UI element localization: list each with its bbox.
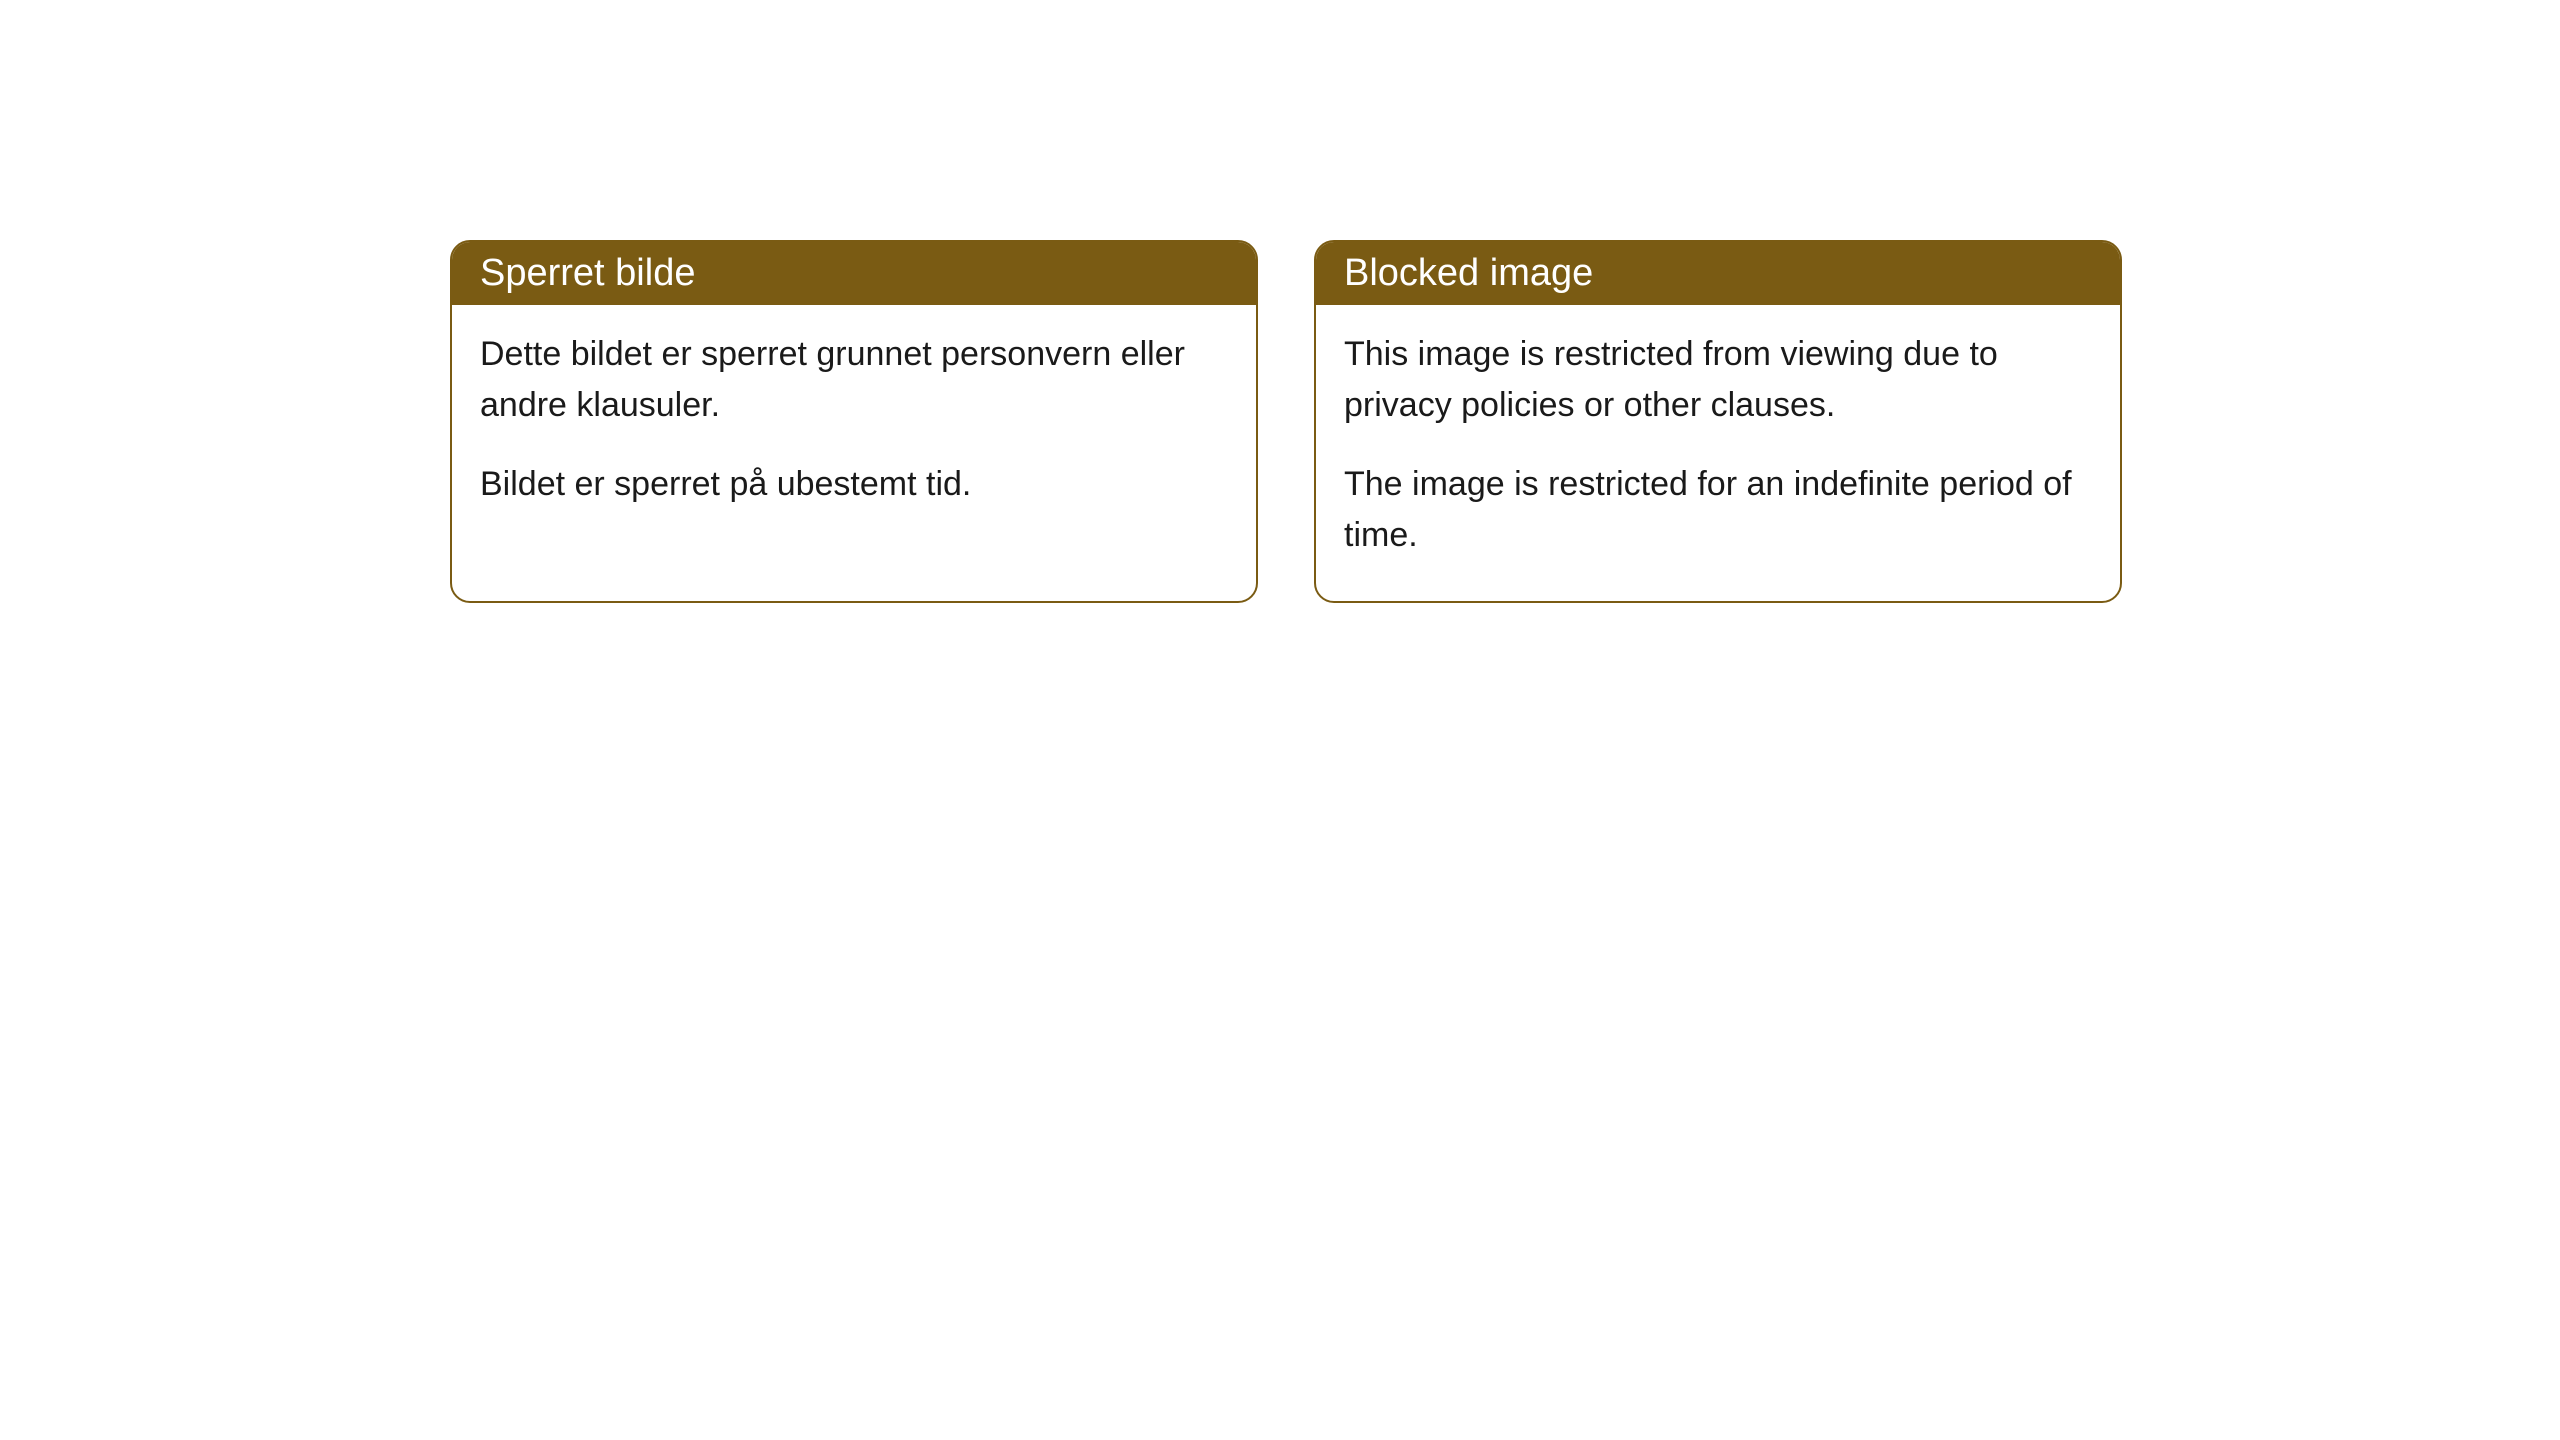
- card-header-english: Blocked image: [1316, 242, 2120, 305]
- card-paragraph: Bildet er sperret på ubestemt tid.: [480, 459, 1228, 510]
- card-body-english: This image is restricted from viewing du…: [1316, 305, 2120, 601]
- card-body-norwegian: Dette bildet er sperret grunnet personve…: [452, 305, 1256, 550]
- card-paragraph: The image is restricted for an indefinit…: [1344, 459, 2092, 561]
- card-title: Blocked image: [1344, 252, 1593, 294]
- notice-cards-container: Sperret bilde Dette bildet er sperret gr…: [450, 240, 2122, 603]
- card-header-norwegian: Sperret bilde: [452, 242, 1256, 305]
- card-title: Sperret bilde: [480, 252, 695, 294]
- notice-card-norwegian: Sperret bilde Dette bildet er sperret gr…: [450, 240, 1258, 603]
- card-paragraph: This image is restricted from viewing du…: [1344, 329, 2092, 431]
- notice-card-english: Blocked image This image is restricted f…: [1314, 240, 2122, 603]
- card-paragraph: Dette bildet er sperret grunnet personve…: [480, 329, 1228, 431]
